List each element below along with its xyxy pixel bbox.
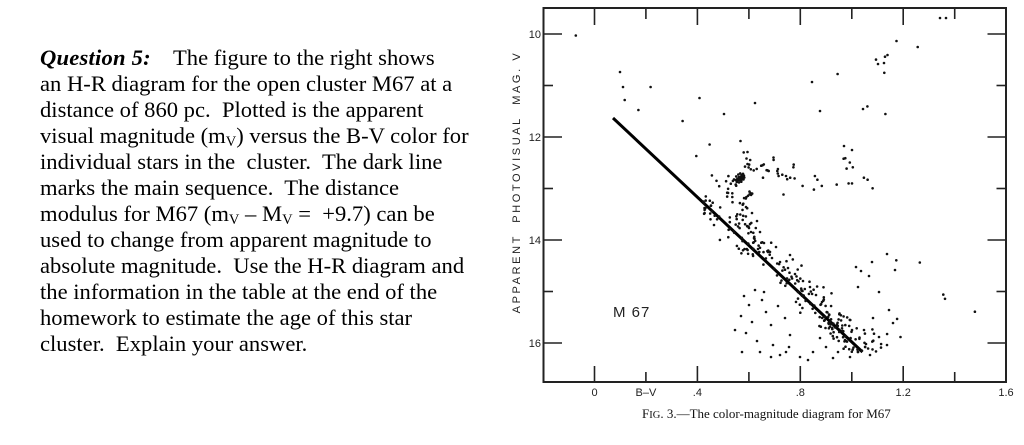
svg-text:16: 16 [529, 338, 541, 350]
svg-text:10: 10 [529, 29, 541, 41]
svg-text:1.2: 1.2 [896, 387, 911, 399]
svg-text:12: 12 [529, 132, 541, 144]
svg-text:.8: .8 [796, 387, 805, 399]
svg-text:M 67: M 67 [613, 304, 650, 321]
svg-text:B–V: B–V [636, 387, 657, 399]
svg-text:0: 0 [591, 387, 597, 399]
svg-text:1.6: 1.6 [998, 387, 1013, 399]
svg-text:14: 14 [529, 235, 541, 247]
svg-text:APPARENT PHOTOVISUAL MAG. V: APPARENT PHOTOVISUAL MAG. V [511, 51, 523, 314]
svg-text:.4: .4 [693, 387, 702, 399]
